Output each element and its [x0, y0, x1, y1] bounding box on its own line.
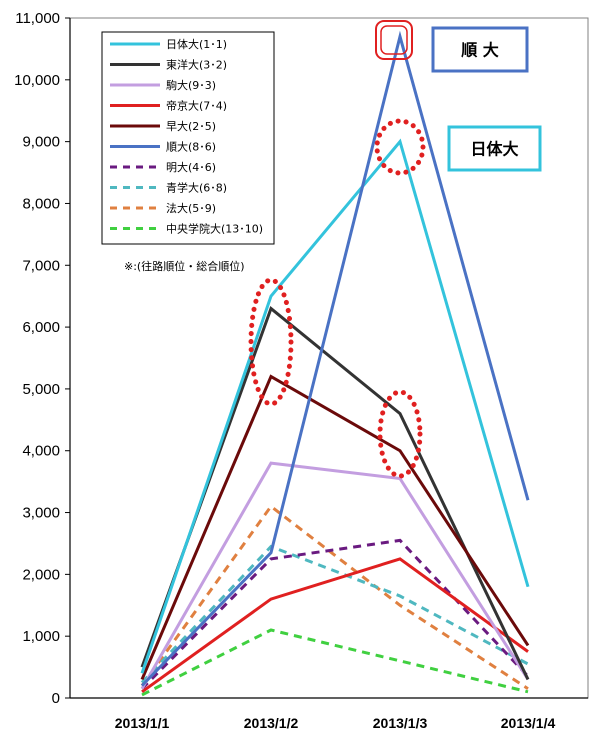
callout-label: 順 大 [460, 41, 499, 60]
y-tick-label: 4,000 [22, 443, 60, 460]
y-tick-label: 8,000 [22, 195, 60, 212]
callout-box [447, 125, 542, 172]
x-tick-label: 2013/1/3 [373, 715, 428, 731]
legend-label: 法大(5･9) [166, 201, 216, 215]
highlight-oval [374, 118, 426, 176]
legend-label: 駒大(9･3) [166, 78, 216, 92]
callout-box [431, 26, 529, 73]
series-line [140, 138, 530, 674]
y-tick-label: 1,000 [22, 628, 60, 645]
highlight-oval [248, 277, 294, 407]
series-line [140, 544, 529, 684]
x-tick-label: 2013/1/2 [244, 715, 299, 731]
series-line [140, 504, 529, 690]
series-line [140, 30, 530, 687]
legend: 日体大(1･1) 東洋大(3･2) 駒大(9･3) 帝京大(7･4) 早大(2･5) 順大… [101, 31, 275, 273]
legend-label: 明大(4･6) [166, 160, 216, 174]
y-axis: 0 1,000 2,000 3,000 4,000 5,000 6,000 7,000 8,00… [14, 10, 589, 707]
peak-highlight-inner [380, 25, 408, 55]
y-tick-label: 5,000 [22, 381, 60, 398]
legend-box [101, 31, 275, 245]
y-tick-label: 0 [52, 690, 60, 707]
y-tick-label: 10,000 [14, 72, 60, 89]
series-layer [140, 30, 530, 697]
x-axis: 2013/1/1 2013/1/2 2013/1/3 2013/1/4 [70, 697, 588, 731]
callout-label: 日体大 [470, 140, 518, 159]
series-line [140, 306, 530, 681]
series-line [140, 461, 530, 690]
legend-label: 帝京大(7･4) [166, 99, 227, 113]
y-tick-label: 9,000 [22, 134, 60, 151]
series-line [141, 557, 529, 694]
legend-label: 青学大(6･8) [166, 181, 227, 195]
legend-label: 東洋大(3･2) [166, 58, 227, 72]
y-tick-label: 6,000 [22, 319, 60, 336]
legend-label: 中央学院大(13･10) [166, 222, 263, 236]
footnote: ※:(往路順位・総合順位) [124, 259, 245, 273]
y-tick-label: 11,000 [15, 10, 60, 27]
series-line [140, 538, 530, 690]
highlight-oval [377, 389, 423, 479]
y-tick-label: 3,000 [22, 505, 60, 522]
series-line [140, 374, 530, 681]
x-tick-label: 2013/1/4 [501, 715, 556, 731]
legend-label: 早大(2･5) [166, 119, 216, 133]
x-tick-label: 2013/1/1 [115, 715, 170, 731]
series-line [141, 628, 529, 697]
y-tick-label: 2,000 [22, 566, 60, 583]
y-tick-label: 7,000 [22, 257, 60, 274]
peak-highlight-outer [375, 20, 413, 60]
legend-label: 順大(8･6) [166, 140, 216, 154]
legend-label: 日体大(1･1) [166, 37, 227, 51]
highlight-layer [248, 20, 426, 479]
